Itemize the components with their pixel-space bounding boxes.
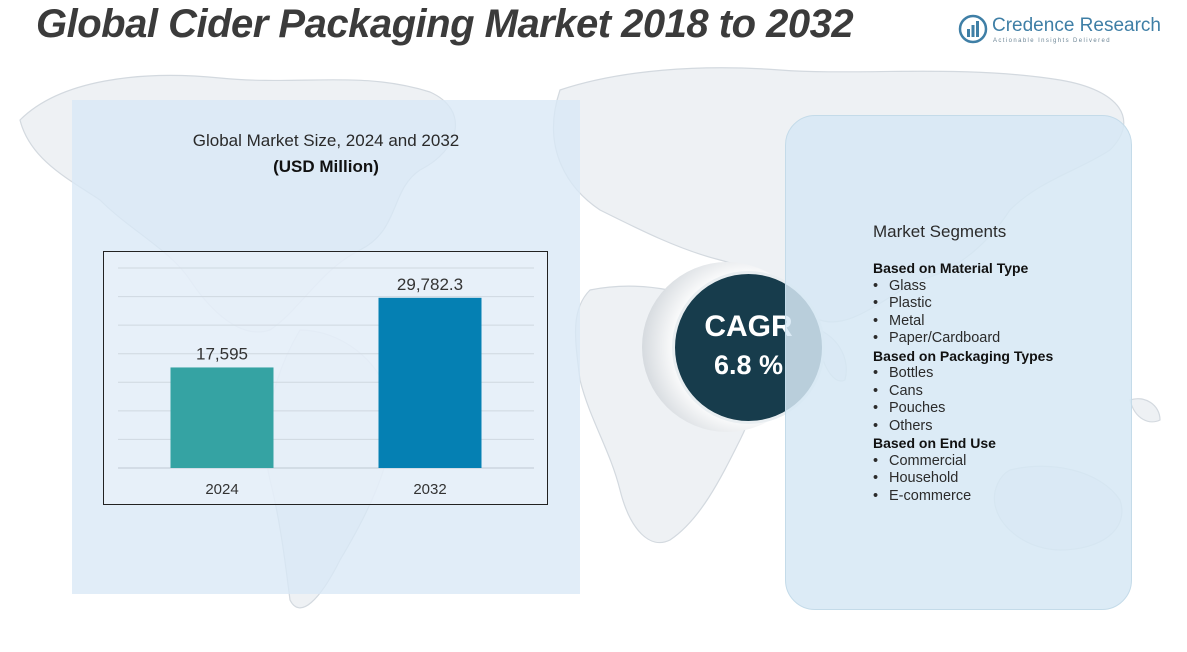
segment-item: Paper/Cardboard	[873, 330, 1123, 348]
bar-2032	[378, 297, 482, 468]
segment-item: Plastic	[873, 295, 1123, 313]
chart-title: Global Market Size, 2024 and 2032	[192, 131, 460, 150]
segment-item: Pouches	[873, 400, 1123, 418]
segment-group-title: Based on Material Type	[873, 260, 1029, 276]
x-tick-label-2032: 2032	[413, 481, 446, 498]
cagr-label: CAGR	[704, 310, 793, 343]
segment-item: Cans	[873, 383, 1123, 401]
segment-item: Household	[873, 470, 1123, 488]
bar-chart: 17,595 2024 29,782.3 2032	[118, 267, 534, 498]
brand-name: Credence Research	[992, 15, 1161, 36]
segment-item: E-commerce	[873, 488, 1123, 506]
data-label-2024: 17,595	[196, 344, 248, 363]
segment-item: Others	[873, 418, 1123, 436]
segments-heading: Market Segments	[873, 222, 1007, 241]
segments-panel	[785, 115, 1132, 610]
bar-growth-icon	[958, 14, 988, 44]
data-label-2032: 29,782.3	[397, 275, 463, 294]
segment-item: Metal	[873, 313, 1123, 331]
brand-tagline: Actionable Insights Delivered	[993, 38, 1111, 44]
cagr-value: 6.8 %	[713, 350, 784, 380]
page-title: Global Cider Packaging Market 2018 to 20…	[36, 2, 854, 46]
segment-group-title: Based on Packaging Types	[873, 347, 1054, 364]
chart-unit: (USD Million)	[273, 157, 379, 176]
segments-list: Based on Material TypeGlassPlasticMetalP…	[873, 260, 1123, 505]
segment-group-title: Based on End Use	[873, 435, 996, 451]
x-tick-label-2024: 2024	[205, 481, 238, 498]
segment-item: Commercial	[873, 453, 1123, 471]
bar-2024	[170, 367, 274, 468]
chart-frame: 17,595 2024 29,782.3 2032	[103, 251, 548, 505]
brand-logo: Credence Research Actionable Insights De…	[958, 12, 1161, 48]
segment-item: Glass	[873, 278, 1123, 296]
segment-item: Bottles	[873, 365, 1123, 383]
